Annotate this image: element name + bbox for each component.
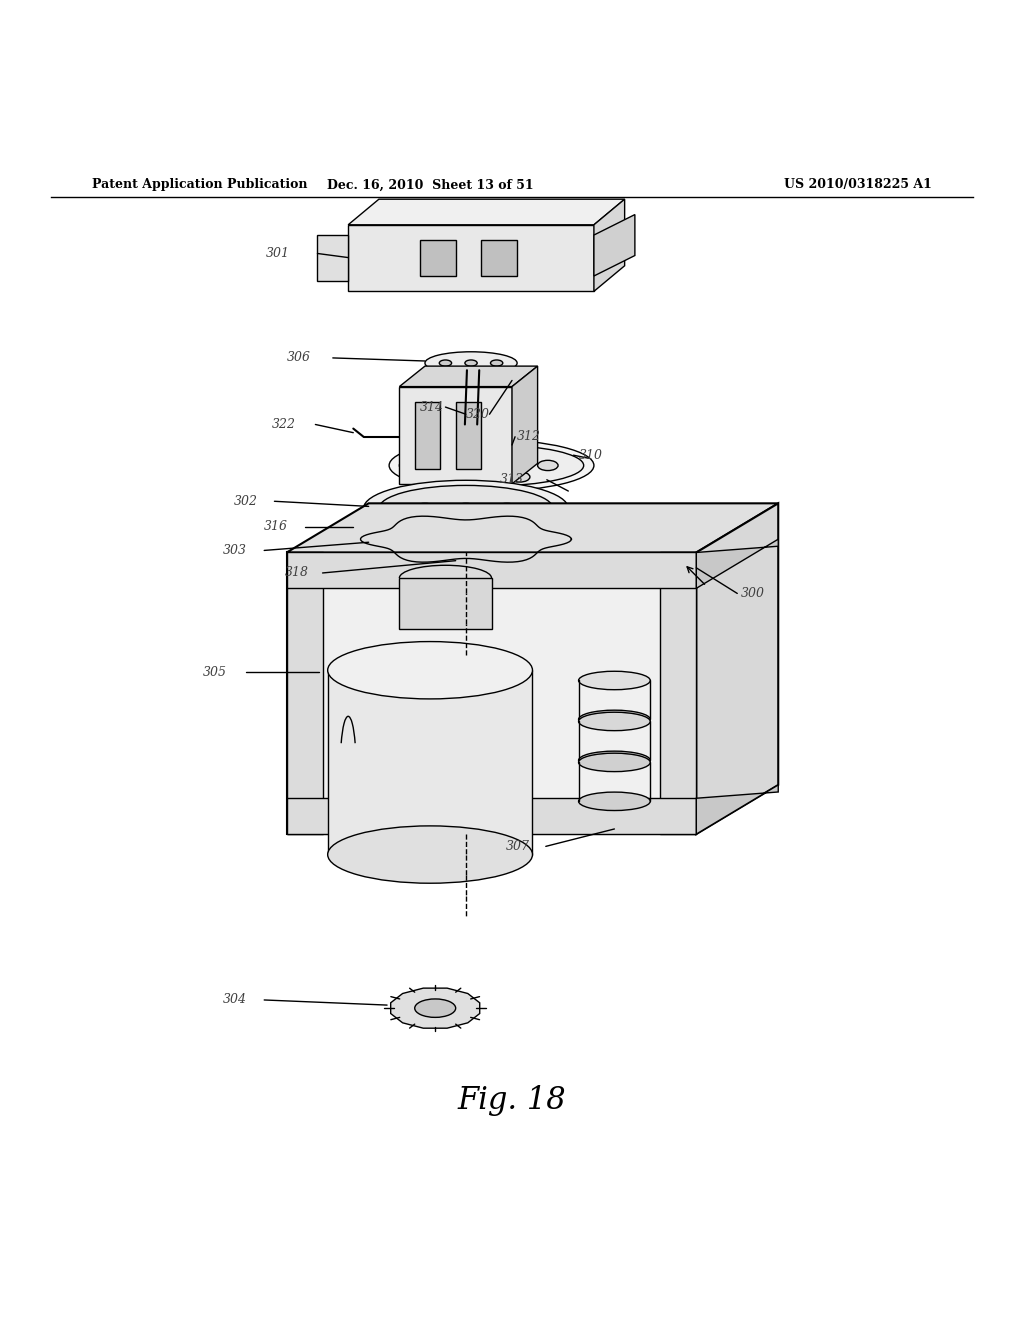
Text: 312: 312: [517, 430, 541, 444]
Ellipse shape: [453, 553, 479, 562]
Polygon shape: [287, 553, 323, 834]
Ellipse shape: [579, 713, 650, 731]
Text: 318: 318: [285, 566, 308, 579]
Bar: [420, 240, 456, 276]
Text: 322: 322: [271, 418, 295, 430]
Ellipse shape: [538, 461, 558, 470]
Ellipse shape: [496, 503, 518, 513]
Bar: [456, 403, 481, 469]
Ellipse shape: [399, 445, 584, 486]
Ellipse shape: [389, 440, 594, 491]
Ellipse shape: [328, 826, 532, 883]
Text: 304: 304: [223, 994, 247, 1006]
Polygon shape: [317, 235, 348, 281]
Polygon shape: [594, 199, 625, 292]
Ellipse shape: [439, 360, 452, 366]
Text: Dec. 16, 2010  Sheet 13 of 51: Dec. 16, 2010 Sheet 13 of 51: [327, 178, 534, 191]
Text: 303: 303: [223, 544, 247, 557]
Text: 300: 300: [740, 587, 764, 599]
Bar: [415, 403, 440, 469]
Ellipse shape: [579, 792, 650, 810]
Polygon shape: [399, 366, 538, 387]
Text: 313: 313: [500, 474, 523, 486]
Polygon shape: [512, 366, 538, 484]
Polygon shape: [696, 785, 778, 834]
Polygon shape: [399, 578, 492, 630]
Text: 310: 310: [579, 449, 602, 462]
Text: 305: 305: [203, 665, 226, 678]
Bar: [481, 240, 517, 276]
Ellipse shape: [414, 503, 436, 513]
Polygon shape: [328, 671, 532, 854]
Text: 320: 320: [466, 408, 489, 421]
Ellipse shape: [379, 486, 553, 532]
Ellipse shape: [453, 449, 473, 459]
Ellipse shape: [425, 351, 517, 375]
Polygon shape: [287, 553, 696, 589]
Polygon shape: [287, 503, 778, 553]
Polygon shape: [287, 553, 696, 834]
Polygon shape: [348, 199, 625, 224]
Ellipse shape: [455, 503, 477, 513]
Text: 306: 306: [287, 351, 310, 364]
Text: 314: 314: [420, 400, 443, 413]
Ellipse shape: [415, 999, 456, 1018]
Text: 301: 301: [266, 247, 290, 260]
Polygon shape: [399, 387, 512, 484]
Ellipse shape: [364, 480, 568, 537]
Text: Fig. 18: Fig. 18: [458, 1085, 566, 1115]
Ellipse shape: [509, 471, 530, 482]
Text: Patent Application Publication: Patent Application Publication: [92, 178, 307, 191]
Ellipse shape: [579, 672, 650, 689]
Polygon shape: [696, 503, 778, 834]
Text: 302: 302: [233, 495, 257, 508]
Polygon shape: [594, 215, 635, 276]
Ellipse shape: [490, 360, 503, 366]
Ellipse shape: [453, 471, 473, 482]
Polygon shape: [348, 224, 594, 292]
Text: 307: 307: [506, 840, 529, 853]
Ellipse shape: [328, 642, 532, 698]
Polygon shape: [287, 799, 696, 834]
Ellipse shape: [425, 461, 445, 470]
Ellipse shape: [579, 754, 650, 772]
Polygon shape: [696, 539, 778, 589]
Ellipse shape: [509, 449, 530, 459]
Ellipse shape: [579, 710, 650, 729]
Text: 316: 316: [264, 520, 288, 533]
Ellipse shape: [579, 751, 650, 770]
Text: US 2010/0318225 A1: US 2010/0318225 A1: [784, 178, 932, 191]
Polygon shape: [660, 553, 696, 834]
Polygon shape: [391, 989, 479, 1028]
Ellipse shape: [465, 360, 477, 366]
